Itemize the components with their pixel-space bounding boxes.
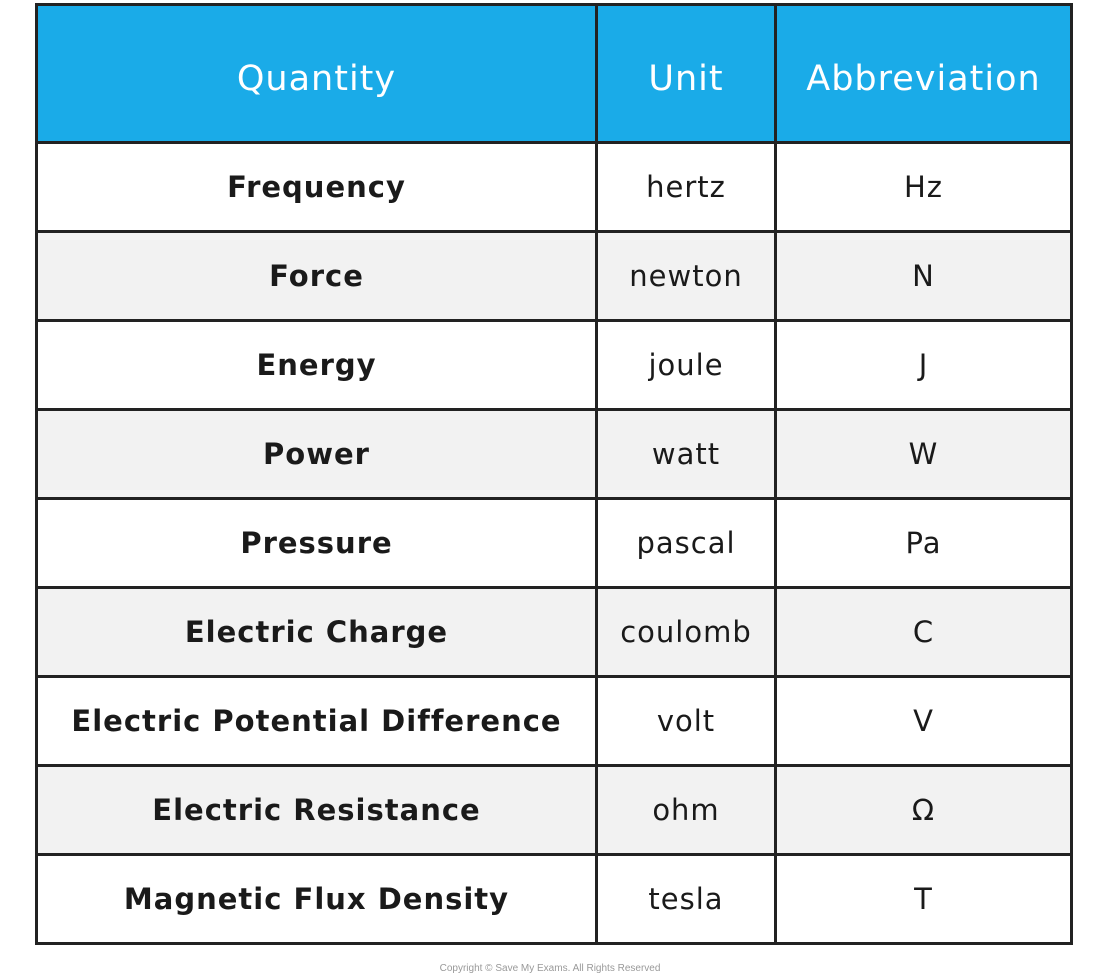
table-row: Electric Charge coulomb C bbox=[35, 586, 1073, 678]
cell-abbreviation: N bbox=[774, 230, 1073, 322]
cell-abbreviation: W bbox=[774, 408, 1073, 500]
cell-abbreviation: J bbox=[774, 319, 1073, 411]
table-row: Electric Potential Difference volt V bbox=[35, 675, 1073, 767]
header-quantity: Quantity bbox=[35, 3, 598, 144]
cell-unit: joule bbox=[595, 319, 777, 411]
table-row: Magnetic Flux Density tesla T bbox=[35, 853, 1073, 945]
cell-abbreviation: Pa bbox=[774, 497, 1073, 589]
cell-quantity: Power bbox=[35, 408, 598, 500]
cell-unit: newton bbox=[595, 230, 777, 322]
header-unit: Unit bbox=[595, 3, 777, 144]
table-row: Frequency hertz Hz bbox=[35, 141, 1073, 233]
cell-quantity: Pressure bbox=[35, 497, 598, 589]
cell-unit: volt bbox=[595, 675, 777, 767]
cell-abbreviation: T bbox=[774, 853, 1073, 945]
cell-quantity: Energy bbox=[35, 319, 598, 411]
cell-abbreviation: Ω bbox=[774, 764, 1073, 856]
cell-quantity: Electric Potential Difference bbox=[35, 675, 598, 767]
cell-quantity: Electric Charge bbox=[35, 586, 598, 678]
table-row: Pressure pascal Pa bbox=[35, 497, 1073, 589]
cell-unit: coulomb bbox=[595, 586, 777, 678]
header-abbreviation: Abbreviation bbox=[774, 3, 1073, 144]
cell-quantity: Electric Resistance bbox=[35, 764, 598, 856]
cell-unit: pascal bbox=[595, 497, 777, 589]
cell-unit: ohm bbox=[595, 764, 777, 856]
copyright: Copyright © Save My Exams. All Rights Re… bbox=[439, 963, 661, 974]
si-units-table: Quantity Unit Abbreviation Frequency hert… bbox=[35, 3, 1073, 945]
table-row: Power watt W bbox=[35, 408, 1073, 500]
cell-quantity: Force bbox=[35, 230, 598, 322]
cell-unit: tesla bbox=[595, 853, 777, 945]
cell-unit: hertz bbox=[595, 141, 777, 233]
table-row: Force newton N bbox=[35, 230, 1073, 322]
cell-unit: watt bbox=[595, 408, 777, 500]
cell-abbreviation: Hz bbox=[774, 141, 1073, 233]
cell-abbreviation: V bbox=[774, 675, 1073, 767]
table-row: Electric Resistance ohm Ω bbox=[35, 764, 1073, 856]
cell-abbreviation: C bbox=[774, 586, 1073, 678]
header-row: Quantity Unit Abbreviation bbox=[35, 3, 1073, 144]
cell-quantity: Frequency bbox=[35, 141, 598, 233]
table-row: Energy joule J bbox=[35, 319, 1073, 411]
cell-quantity: Magnetic Flux Density bbox=[35, 853, 598, 945]
